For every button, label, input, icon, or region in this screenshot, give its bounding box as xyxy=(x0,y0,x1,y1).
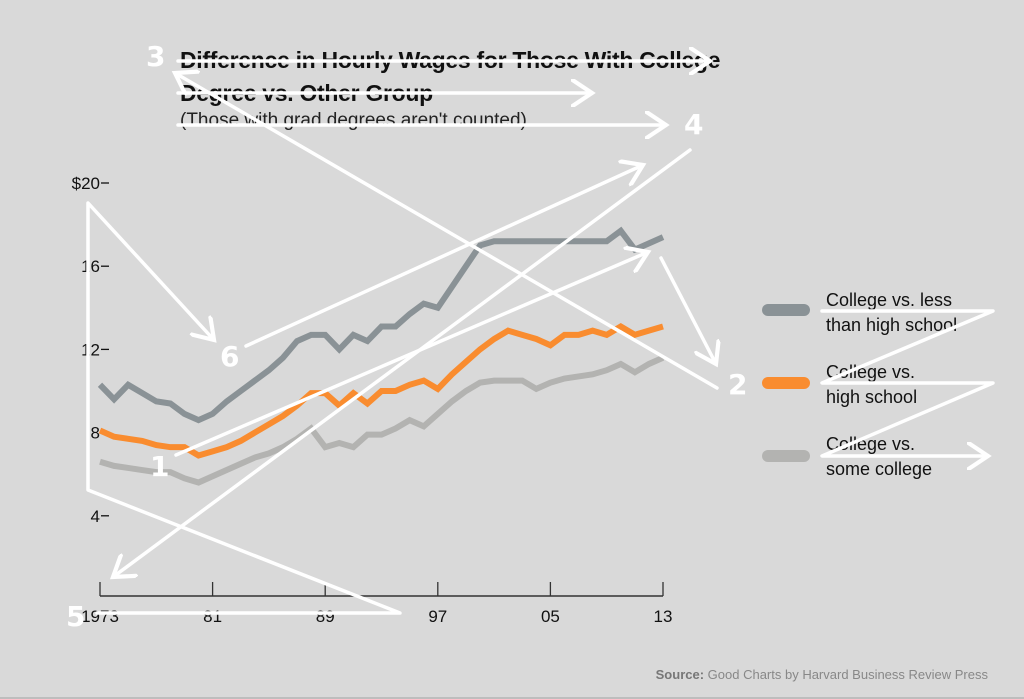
legend-label-line: than high school xyxy=(826,315,958,335)
legend-swatch xyxy=(762,450,810,462)
legend-label: College vs. less than high school xyxy=(826,288,996,338)
legend-label: College vs. high school xyxy=(826,360,996,410)
annotation-number: 3 xyxy=(146,40,165,73)
arrow xyxy=(113,148,692,577)
arrow xyxy=(174,252,648,457)
arrow xyxy=(175,73,719,390)
arrow xyxy=(244,165,643,348)
y-tick-label: 8 xyxy=(91,424,100,443)
legend-label: College vs. some college xyxy=(826,432,996,482)
y-tick-label: 12 xyxy=(81,340,100,359)
annotation-number: 2 xyxy=(728,368,747,401)
legend-label-line: high school xyxy=(826,387,918,407)
arrow xyxy=(659,256,716,364)
x-tick-label: 05 xyxy=(541,607,560,626)
legend-label-line: College vs. less xyxy=(826,290,953,310)
y-tick-label: 16 xyxy=(81,257,100,276)
source-label: Source: xyxy=(655,667,705,682)
legend-label-line: College vs. xyxy=(826,434,916,454)
annotation-number: 5 xyxy=(66,600,85,633)
arrow xyxy=(820,309,995,456)
legend-swatch xyxy=(762,304,810,316)
legend-label-line: some college xyxy=(826,459,933,479)
legend-swatch xyxy=(762,377,810,389)
legend-label-line: College vs. xyxy=(826,362,916,382)
x-tick-label: 97 xyxy=(428,607,447,626)
source-text: Good Charts by Harvard Business Review P… xyxy=(704,667,988,682)
annotation-number: 4 xyxy=(684,108,703,141)
series-line xyxy=(99,354,665,486)
x-tick-label: 13 xyxy=(654,607,673,626)
y-tick-label: $20 xyxy=(72,174,100,193)
y-tick-label: 4 xyxy=(91,507,100,526)
series-line xyxy=(98,323,664,459)
arrow xyxy=(86,201,402,615)
source-note: Source: Good Charts by Harvard Business … xyxy=(656,667,988,682)
annotation-number: 6 xyxy=(220,340,239,373)
annotation-number: 1 xyxy=(150,450,169,483)
